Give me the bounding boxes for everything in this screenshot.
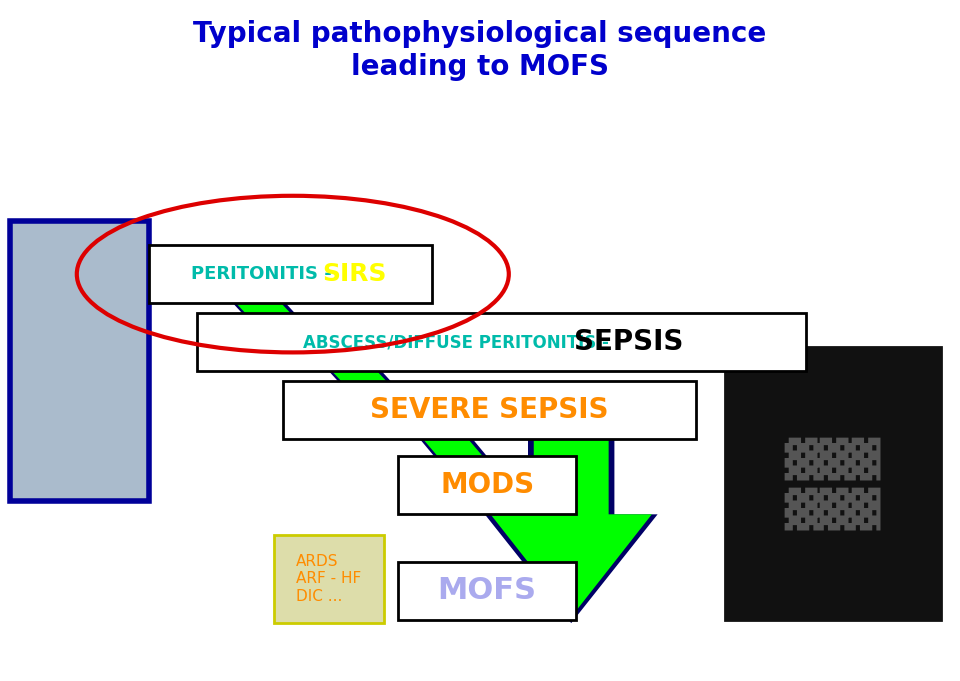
Text: ▓▓▓
▓▓▓: ▓▓▓ ▓▓▓ xyxy=(785,437,881,530)
FancyBboxPatch shape xyxy=(398,562,576,620)
Polygon shape xyxy=(332,372,440,439)
Text: ARDS
ARF - HF
DIC ...: ARDS ARF - HF DIC ... xyxy=(297,554,361,604)
Text: SEPSIS: SEPSIS xyxy=(574,328,684,356)
Polygon shape xyxy=(237,304,345,370)
Polygon shape xyxy=(485,381,658,623)
Polygon shape xyxy=(420,439,536,514)
FancyBboxPatch shape xyxy=(10,221,149,501)
FancyBboxPatch shape xyxy=(725,347,941,620)
Polygon shape xyxy=(328,371,444,439)
FancyBboxPatch shape xyxy=(274,535,384,623)
FancyBboxPatch shape xyxy=(283,381,696,439)
Text: PERITONITIS -: PERITONITIS - xyxy=(191,265,338,283)
Text: Typical pathophysiological sequence
leading to MOFS: Typical pathophysiological sequence lead… xyxy=(193,20,767,81)
Text: SEVERE SEPSIS: SEVERE SEPSIS xyxy=(371,396,609,424)
Polygon shape xyxy=(424,440,532,513)
FancyBboxPatch shape xyxy=(149,245,432,303)
FancyBboxPatch shape xyxy=(398,456,576,514)
Text: MOFS: MOFS xyxy=(438,576,537,605)
Text: ABSCESS/DIFFUSE PERITONITIS -: ABSCESS/DIFFUSE PERITONITIS - xyxy=(303,333,615,351)
FancyBboxPatch shape xyxy=(197,313,806,371)
Polygon shape xyxy=(233,303,348,371)
Polygon shape xyxy=(491,385,652,617)
Text: MODS: MODS xyxy=(440,471,535,499)
Text: SIRS: SIRS xyxy=(323,262,387,286)
